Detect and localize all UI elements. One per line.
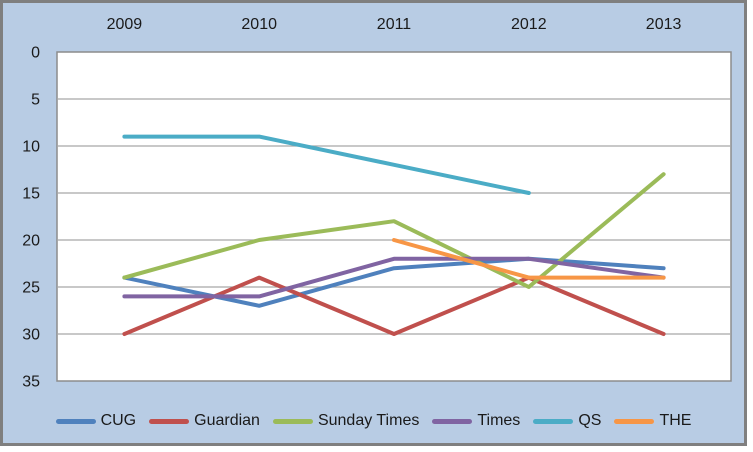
series-line-times bbox=[122, 256, 666, 299]
legend-swatch-guardian bbox=[149, 418, 190, 424]
legend-item-guardian: Guardian bbox=[149, 413, 260, 429]
series-line-the bbox=[392, 238, 666, 280]
y-axis-tick-label: 35 bbox=[22, 374, 40, 391]
legend-item-the: THE bbox=[614, 413, 691, 429]
line-chart: 0 5 10 15 20 25 30 35 2009 2010 2011 2012 2013 bbox=[22, 16, 732, 391]
y-axis-tick-label: 0 bbox=[31, 45, 40, 62]
legend-swatch-qs bbox=[533, 418, 574, 424]
legend-label-the: THE bbox=[659, 412, 692, 429]
chart-frame: 0 5 10 15 20 25 30 35 2009 2010 2011 2012 2013 CUG Gu… bbox=[0, 0, 747, 446]
x-axis-year-label: 2011 bbox=[377, 16, 412, 33]
legend-item-sunday-times: Sunday Times bbox=[272, 412, 420, 429]
legend-swatch-sunday-times bbox=[272, 418, 313, 424]
legend-swatch-cug bbox=[55, 418, 96, 424]
legend-item-times: Times bbox=[432, 413, 520, 429]
plot-area bbox=[56, 51, 732, 382]
legend-label-times: Times bbox=[477, 412, 521, 429]
legend-label-cug: CUG bbox=[100, 412, 137, 429]
legend-item-qs: QS bbox=[533, 413, 601, 429]
legend-swatch-the bbox=[614, 418, 655, 424]
x-axis-year-label: 2010 bbox=[241, 16, 277, 33]
y-axis-tick-label: 30 bbox=[22, 327, 40, 344]
y-axis-tick-label: 20 bbox=[22, 233, 40, 250]
legend-label-guardian: Guardian bbox=[194, 412, 260, 429]
legend-item-cug: CUG bbox=[55, 412, 137, 429]
y-axis-tick-label: 10 bbox=[22, 139, 40, 156]
legend-label-sunday-times: Sunday Times bbox=[317, 412, 420, 429]
y-axis-tick-label: 5 bbox=[31, 92, 40, 109]
legend-label-qs: QS bbox=[578, 412, 602, 429]
x-axis-year-label: 2013 bbox=[646, 16, 682, 33]
y-axis-tick-label: 15 bbox=[22, 186, 40, 203]
x-axis-year-label: 2012 bbox=[511, 16, 547, 33]
legend: CUG Guardian Sunday Times Times QS THE bbox=[3, 404, 744, 438]
y-axis-tick-label: 25 bbox=[22, 280, 40, 297]
series-line-qs bbox=[122, 134, 531, 195]
legend-swatch-times bbox=[432, 418, 473, 424]
series-line-sunday-times bbox=[122, 172, 666, 289]
x-axis-year-label: 2009 bbox=[107, 16, 143, 33]
